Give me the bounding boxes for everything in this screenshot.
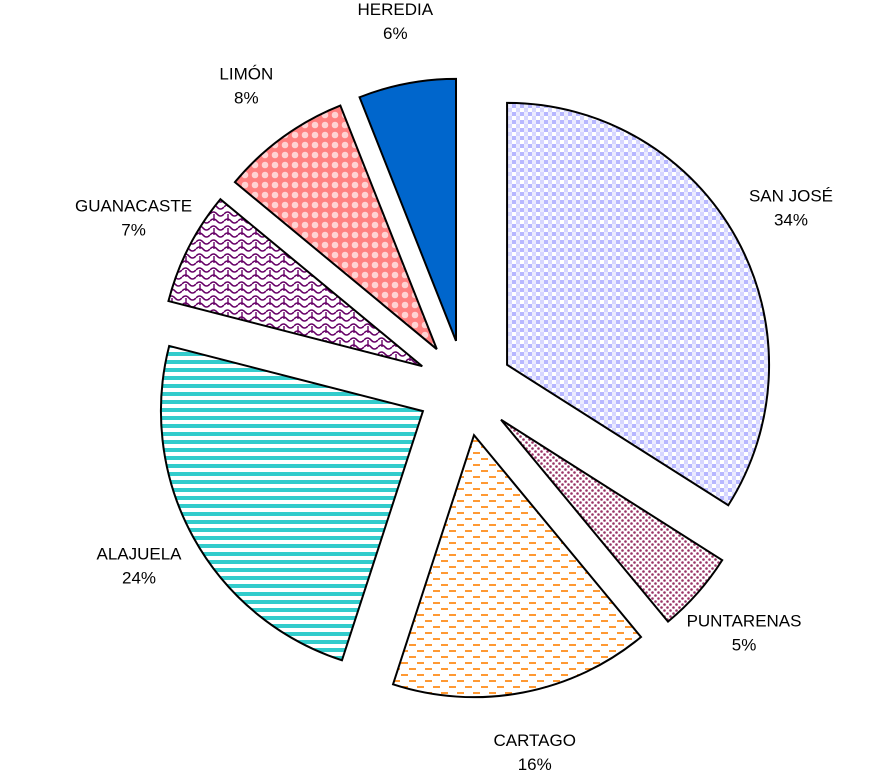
slice-label: ALAJUELA — [96, 545, 182, 564]
pie-slice — [506, 101, 771, 507]
slice-label: LIMÓN — [219, 65, 273, 84]
slice-value-label: 6% — [383, 24, 408, 43]
pie-slice — [159, 344, 425, 662]
slice-label: SAN JOSÉ — [749, 186, 833, 205]
slice-label: GUANACASTE — [75, 197, 192, 216]
pie-slice — [500, 418, 724, 624]
pie-slice — [391, 433, 643, 699]
pie-slice — [167, 197, 423, 368]
slice-value-label: 8% — [234, 89, 259, 108]
slice-value-label: 16% — [518, 755, 552, 774]
pie-slice — [358, 77, 458, 342]
slice-label: HEREDIA — [358, 0, 434, 19]
pie-slice — [233, 104, 438, 350]
slice-value-label: 34% — [774, 210, 808, 229]
slice-label: PUNTARENAS — [687, 611, 802, 630]
slice-value-label: 5% — [732, 635, 757, 654]
slice-value-label: 7% — [121, 221, 146, 240]
slice-label: CARTAGO — [493, 731, 576, 750]
slice-value-label: 24% — [122, 569, 156, 588]
